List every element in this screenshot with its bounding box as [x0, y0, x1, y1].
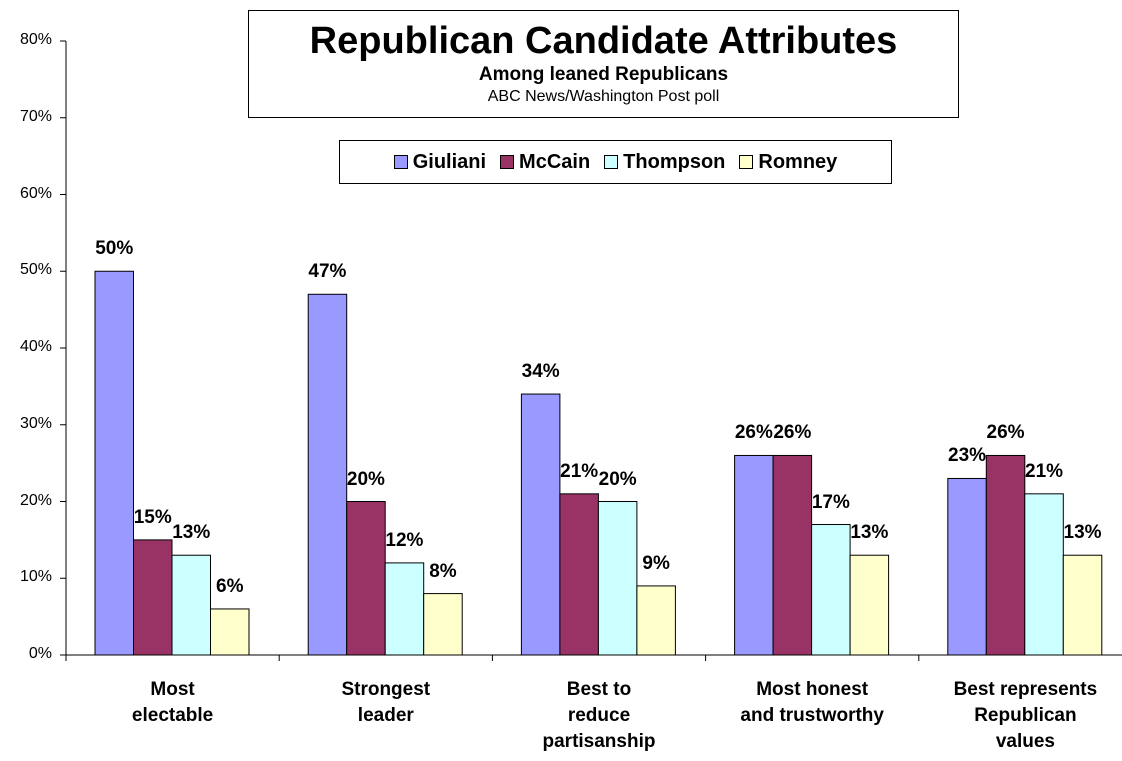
- y-tick-label: 80%: [19, 31, 52, 48]
- legend-item-romney: Romney: [739, 151, 837, 174]
- legend-label-giuliani: Giuliani: [412, 150, 487, 173]
- data-label: 26%: [734, 422, 773, 444]
- legend-label-thompson: Thompson: [623, 150, 726, 173]
- y-tick-label: 20%: [19, 491, 52, 509]
- data-label: 26%: [773, 422, 812, 444]
- chart-source: ABC News/Washington Post poll: [487, 88, 720, 105]
- bar: [597, 501, 638, 656]
- data-label: 47%: [308, 261, 347, 283]
- data-label: 26%: [986, 422, 1025, 444]
- bar: [559, 493, 599, 656]
- y-tick-label: 0%: [28, 645, 52, 662]
- bar: [94, 270, 134, 656]
- y-tick-label: 70%: [19, 107, 52, 125]
- bar: [636, 585, 676, 656]
- legend-item-mccain: McCain: [500, 151, 590, 174]
- bar: [1024, 493, 1064, 656]
- y-tick-label: 50%: [19, 261, 52, 279]
- y-tick-label: 10%: [19, 568, 52, 586]
- y-tick-label: 40%: [19, 338, 52, 355]
- bar: [210, 608, 250, 656]
- legend-swatch-mccain: [500, 155, 515, 169]
- data-label: 17%: [811, 491, 850, 513]
- legend-label-romney: Romney: [758, 150, 838, 173]
- x-tick-label: Best to reduce partisanship: [542, 679, 656, 752]
- chart-subtitle: Among leaned Republicans: [478, 64, 729, 85]
- data-label: 8%: [429, 560, 457, 582]
- x-tick-label: Strongest leader: [341, 679, 431, 726]
- bar: [346, 501, 386, 656]
- bar: [133, 539, 173, 656]
- bar: [171, 554, 211, 656]
- bar: [985, 454, 1026, 656]
- bar: [811, 524, 851, 656]
- bar: [1062, 554, 1103, 656]
- bar: [520, 393, 561, 656]
- y-tick-label: 60%: [19, 184, 52, 202]
- chart-title-box: Republican Candidate Attributes Among le…: [248, 10, 959, 118]
- data-label: 21%: [1025, 460, 1064, 482]
- data-label: 13%: [850, 522, 889, 544]
- data-label: 23%: [948, 445, 987, 467]
- legend-item-giuliani: Giuliani: [393, 150, 487, 174]
- bar: [423, 593, 463, 656]
- data-label: 6%: [216, 575, 244, 597]
- legend-swatch-thompson: [604, 155, 619, 169]
- legend-item-thompson: Thompson: [604, 151, 725, 174]
- data-label: 50%: [95, 238, 134, 260]
- data-label: 20%: [346, 468, 385, 490]
- x-tick-label: Best represents Republican values: [953, 679, 1098, 752]
- legend-swatch-giuliani: [393, 155, 408, 169]
- bar: [734, 454, 774, 656]
- data-label: 12%: [385, 529, 424, 551]
- bar: [772, 454, 813, 656]
- data-label: 13%: [1063, 522, 1102, 544]
- bar: [849, 554, 890, 656]
- bar: [384, 562, 425, 656]
- data-label: 34%: [521, 361, 560, 383]
- y-tick-label: 30%: [19, 414, 52, 432]
- chart-title: Republican Candidate Attributes: [309, 20, 898, 62]
- legend: Giuliani McCain Thompson Romney: [339, 140, 892, 184]
- x-tick-label: Most electable: [131, 679, 214, 726]
- data-label: 15%: [133, 506, 172, 528]
- legend-swatch-romney: [739, 155, 754, 169]
- data-label: 13%: [172, 522, 211, 544]
- data-label: 21%: [560, 460, 599, 482]
- bar: [307, 293, 348, 656]
- data-label: 9%: [642, 552, 670, 574]
- legend-label-mccain: McCain: [519, 150, 591, 173]
- bar: [947, 477, 987, 656]
- x-tick-label: Most honest and trustworthy: [740, 679, 884, 726]
- data-label: 20%: [598, 468, 637, 490]
